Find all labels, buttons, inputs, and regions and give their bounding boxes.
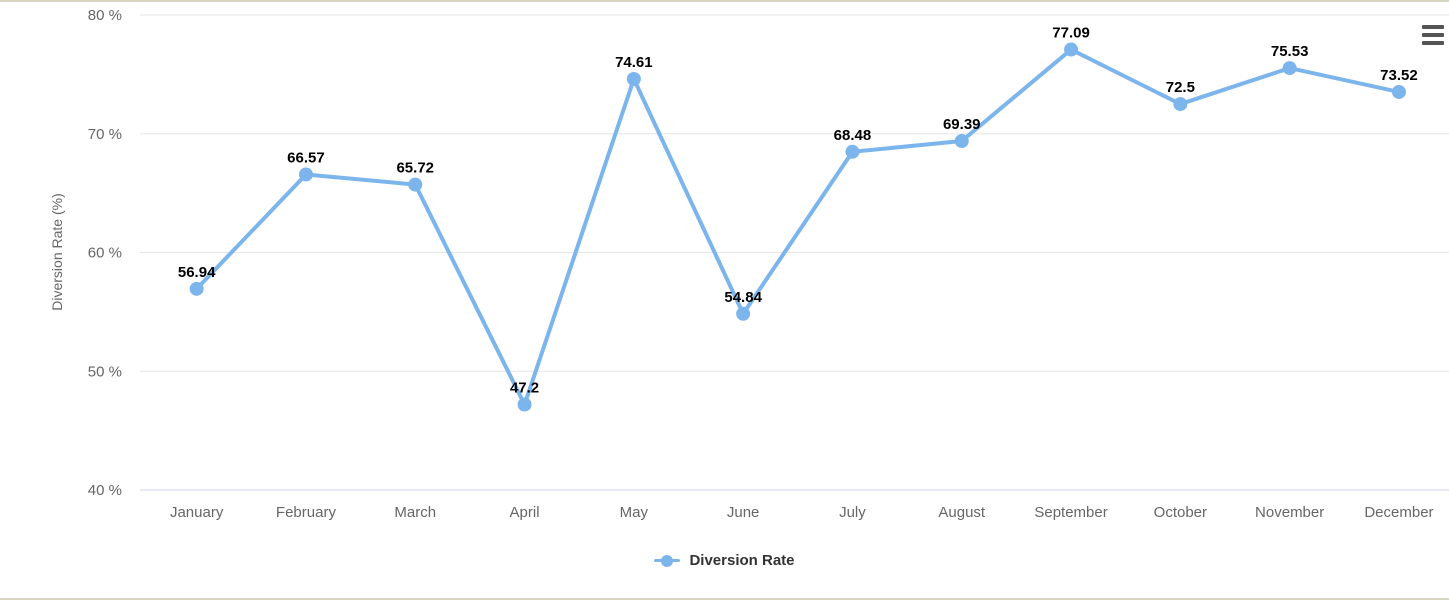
y-axis-tick-label: 60 %	[88, 245, 122, 262]
x-axis-label-march: March	[394, 504, 436, 521]
data-point-july[interactable]	[845, 144, 860, 159]
data-label-may: 74.61	[615, 54, 653, 71]
x-axis-label-december: December	[1364, 504, 1433, 521]
x-axis-label-january: January	[170, 504, 224, 521]
x-axis-label-september: September	[1034, 504, 1107, 521]
legend-series-marker-icon	[654, 554, 681, 568]
x-axis-label-may: May	[620, 504, 649, 521]
x-axis-label-february: February	[276, 504, 337, 521]
hamburger-menu-icon	[1422, 41, 1444, 45]
data-point-may[interactable]	[626, 72, 641, 87]
legend-dot-icon	[661, 554, 674, 567]
data-point-august[interactable]	[954, 133, 969, 148]
data-label-june: 54.84	[724, 289, 762, 306]
data-point-march[interactable]	[408, 177, 423, 192]
legend-label: Diversion Rate	[689, 552, 795, 569]
x-axis-label-august: August	[938, 504, 986, 521]
data-point-april[interactable]	[517, 397, 532, 412]
hamburger-menu-icon	[1422, 33, 1444, 37]
hamburger-menu-icon	[1422, 25, 1444, 29]
x-axis-label-october: October	[1154, 504, 1207, 521]
page-bottom-border	[0, 598, 1449, 600]
data-point-december[interactable]	[1391, 84, 1406, 99]
data-point-june[interactable]	[736, 306, 751, 321]
data-label-july: 68.48	[834, 127, 872, 144]
chart-context-menu-button[interactable]	[1420, 22, 1446, 48]
legend-item-diversion-rate[interactable]: Diversion Rate	[0, 552, 1449, 569]
y-axis-tick-label: 70 %	[88, 126, 122, 143]
data-label-december: 73.52	[1380, 67, 1418, 84]
data-label-april: 47.2	[510, 380, 539, 397]
data-label-february: 66.57	[287, 149, 325, 166]
x-axis-label-june: June	[727, 504, 760, 521]
data-label-october: 72.5	[1166, 79, 1195, 96]
data-point-february[interactable]	[298, 167, 313, 182]
data-point-september[interactable]	[1064, 42, 1079, 57]
page-top-border	[0, 0, 1449, 2]
x-axis-label-november: November	[1255, 504, 1324, 521]
series-line-diversion-rate	[194, 47, 1401, 407]
y-axis-tick-label: 50 %	[88, 363, 122, 380]
data-point-january[interactable]	[189, 281, 204, 296]
data-label-november: 75.53	[1271, 43, 1309, 60]
y-axis-tick-label: 40 %	[88, 482, 122, 499]
data-label-august: 69.39	[943, 116, 981, 133]
data-label-january: 56.94	[178, 264, 216, 281]
x-axis-label-april: April	[510, 504, 540, 521]
data-point-october[interactable]	[1173, 97, 1188, 112]
y-axis-title: Diversion Rate (%)	[49, 193, 65, 311]
x-axis-label-july: July	[839, 504, 866, 521]
y-axis-tick-label: 80 %	[88, 7, 122, 24]
data-label-march: 65.72	[396, 160, 434, 177]
data-label-september: 77.09	[1052, 25, 1090, 42]
data-point-november[interactable]	[1282, 61, 1297, 76]
